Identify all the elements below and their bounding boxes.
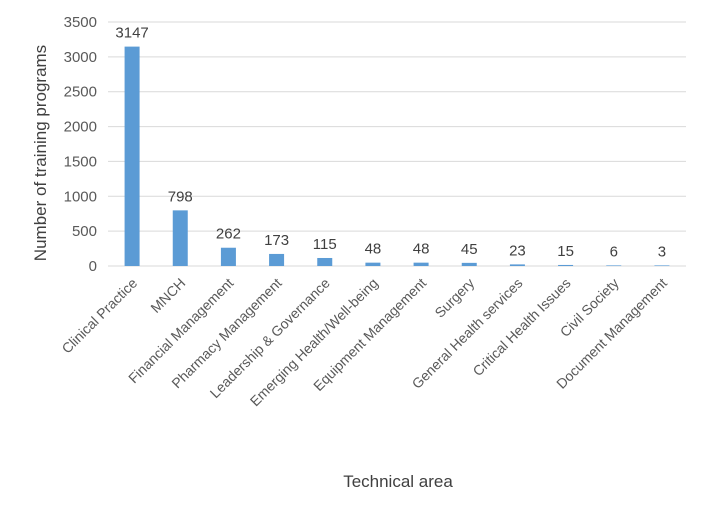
data-label: 6 [610,243,618,260]
gridlines [108,21,686,267]
y-tick-label: 2500 [64,84,97,101]
data-label: 173 [264,232,289,249]
bars [124,46,670,266]
y-tick-label: 500 [72,223,97,240]
bar [220,247,236,266]
bar [461,262,477,266]
x-category-label: Surgery [431,275,477,321]
bar [365,262,381,266]
bar [509,264,525,266]
data-label: 3 [658,243,666,260]
data-label: 48 [413,241,430,258]
x-category-label: Clinical Practice [58,275,140,357]
bar [124,46,140,266]
data-label: 798 [168,188,193,205]
data-label: 262 [216,226,241,243]
x-category-label: MNCH [147,275,188,316]
bar [654,265,670,266]
bar [413,262,429,266]
bar [606,265,622,266]
x-axis-title: Technical area [343,472,453,491]
data-label: 48 [365,241,382,258]
data-label: 45 [461,241,478,258]
bar [317,257,333,266]
bar [172,210,188,266]
y-tick-label: 0 [89,258,97,275]
data-label: 23 [509,242,526,259]
bar [269,253,285,266]
bar [558,264,574,266]
y-tick-label: 1500 [64,153,97,170]
data-labels: 3147 798 262 173 115 48 48 45 23 15 6 3 [115,25,666,261]
y-tick-label: 3500 [64,14,97,31]
data-label: 3147 [115,25,148,42]
y-axis-ticks: 0 500 1000 1500 2000 2500 3000 3500 [64,14,97,275]
y-tick-label: 2000 [64,119,97,136]
y-tick-label: 1000 [64,188,97,205]
data-label: 115 [313,236,337,253]
y-axis-title: Number of training programs [31,45,50,261]
data-label: 15 [557,243,574,260]
y-tick-label: 3000 [64,49,97,66]
